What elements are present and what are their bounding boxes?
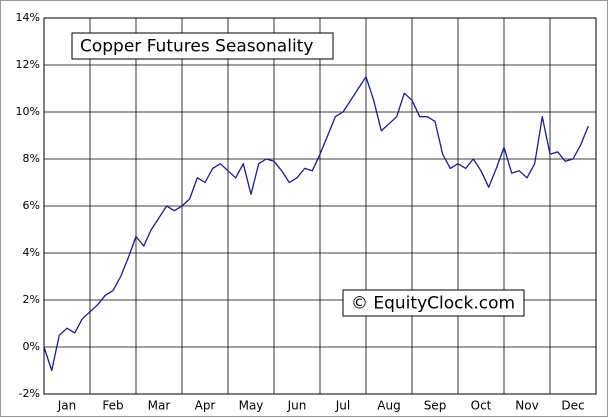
y-tick-label: 6% [23, 199, 40, 212]
x-tick-label: Jun [287, 399, 307, 413]
x-tick-label: May [239, 399, 264, 413]
x-tick-label: Aug [377, 399, 400, 413]
title-box [71, 32, 334, 60]
chart-title: Copper Futures Seasonality [80, 37, 313, 57]
annotation-box [342, 289, 525, 317]
grid [44, 17, 596, 395]
x-tick-label: Jul [335, 399, 350, 413]
y-tick-label: 14% [16, 11, 40, 24]
y-tick-label: 8% [23, 152, 40, 165]
x-tick-label: Mar [148, 399, 171, 413]
x-tick-label: Jan [57, 399, 77, 413]
y-tick-label: 2% [23, 293, 40, 306]
x-tick-label: Nov [515, 399, 538, 413]
x-tick-label: Dec [561, 399, 584, 413]
y-tick-label: 0% [23, 340, 40, 353]
x-tick-label: Oct [471, 399, 492, 413]
series-line [43, 76, 589, 372]
annotation: © EquityClock.com [351, 294, 515, 314]
x-tick-label: Feb [102, 399, 123, 413]
y-tick-label: 4% [23, 246, 40, 259]
x-tick-label: Sep [424, 399, 447, 413]
series [43, 76, 589, 372]
y-tick-label: 12% [16, 58, 40, 71]
y-tick-label: 10% [16, 105, 40, 118]
x-tick-label: Apr [195, 399, 216, 413]
y-tick-label: -2% [19, 387, 40, 400]
